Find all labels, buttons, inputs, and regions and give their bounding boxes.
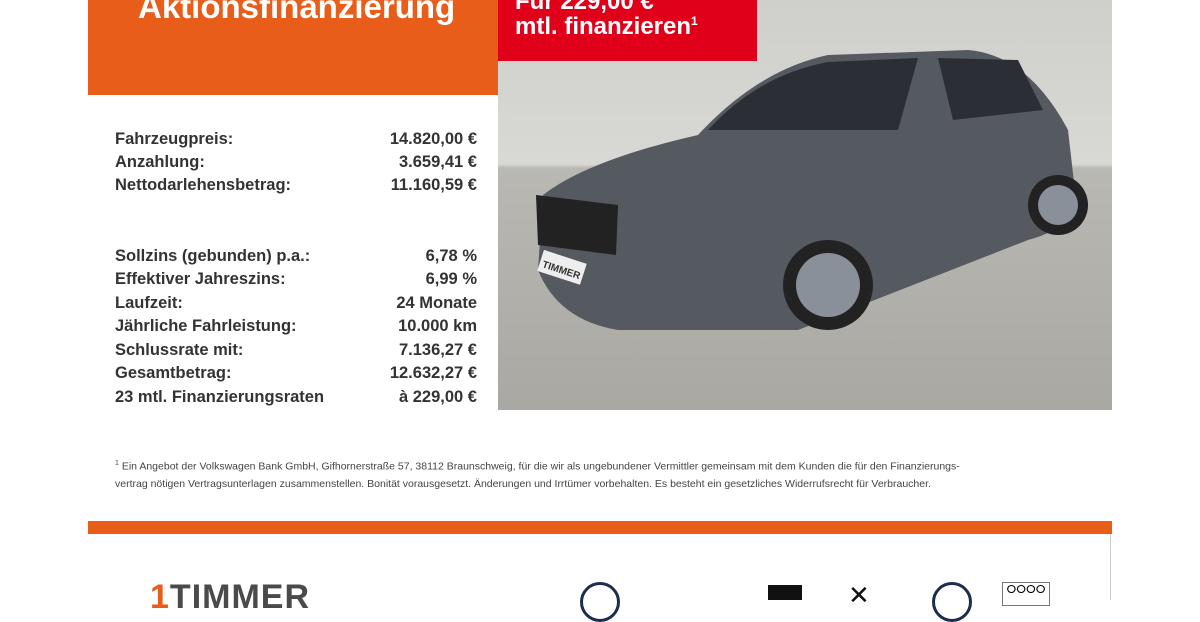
detail-row: Gesamtbetrag: 12.632,27 € bbox=[115, 364, 477, 386]
detail-label: Jährliche Fahrleistung: bbox=[115, 317, 297, 335]
timmer-logo: 1TIMMER bbox=[150, 578, 311, 616]
detail-value: 12.632,27 € bbox=[389, 364, 477, 382]
footer-divider bbox=[88, 521, 1112, 534]
detail-label: Nettodarlehensbetrag: bbox=[115, 176, 292, 194]
detail-label: 23 mtl. Finanzierungsraten bbox=[115, 388, 325, 406]
detail-value: 7.136,27 € bbox=[399, 341, 477, 359]
detail-value: 14.820,00 € bbox=[389, 130, 477, 148]
detail-row: Nettodarlehensbetrag: 11.160,59 € bbox=[115, 176, 477, 198]
footnote-sup: 1 bbox=[115, 460, 119, 467]
detail-row: Jährliche Fahrleistung: 10.000 km bbox=[115, 317, 477, 339]
detail-value: 3.659,41 € bbox=[399, 153, 477, 171]
promo-box: Für 229,00 € mtl. finanzieren1 bbox=[498, 0, 757, 61]
logo-text: TIMMER bbox=[169, 578, 311, 616]
detail-label: Schlussrate mit: bbox=[115, 341, 244, 359]
promo-sup: 1 bbox=[691, 14, 698, 28]
car-photo: TIMMER bbox=[498, 0, 1112, 410]
cupra-logo: ✕ bbox=[848, 580, 870, 610]
detail-label: Laufzeit: bbox=[115, 294, 183, 312]
seat-logo bbox=[768, 585, 802, 600]
detail-row: Anzahlung: 3.659,41 € bbox=[115, 153, 477, 175]
detail-label: Sollzins (gebunden) p.a.: bbox=[115, 247, 311, 265]
detail-row: Effektiver Jahreszins: 6,99 % bbox=[115, 270, 477, 292]
detail-value: 6,78 % bbox=[425, 247, 477, 265]
footnote: 1 Ein Angebot der Volkswagen Bank GmbH, … bbox=[115, 455, 1035, 493]
detail-row: Laufzeit: 24 Monate bbox=[115, 294, 477, 316]
footnote-line1: Ein Angebot der Volkswagen Bank GmbH, Gi… bbox=[121, 460, 960, 473]
footer-border bbox=[1110, 534, 1111, 600]
detail-row: Schlussrate mit: 7.136,27 € bbox=[115, 341, 477, 363]
car-illustration: TIMMER bbox=[536, 50, 1088, 330]
headline-title: Aktionsfinanzierung bbox=[138, 0, 456, 25]
detail-label: Gesamtbetrag: bbox=[115, 364, 232, 382]
detail-row: Fahrzeugpreis: 14.820,00 € bbox=[115, 130, 477, 152]
vw-nutzfahrzeuge-logo bbox=[932, 582, 972, 622]
footnote-line1-wrap: 1 Ein Angebot der Volkswagen Bank GmbH, … bbox=[115, 455, 1035, 476]
detail-row: 23 mtl. Finanzierungsraten à 229,00 € bbox=[115, 388, 477, 410]
promo-line2: mtl. finanzieren bbox=[515, 13, 692, 40]
detail-row: Sollzins (gebunden) p.a.: 6,78 % bbox=[115, 247, 477, 269]
headline-banner bbox=[88, 0, 498, 95]
detail-label: Effektiver Jahreszins: bbox=[115, 270, 286, 288]
detail-value: 24 Monate bbox=[396, 294, 477, 312]
detail-label: Fahrzeugpreis: bbox=[115, 130, 234, 148]
detail-value: 6,99 % bbox=[425, 270, 477, 288]
promo-line1: Für 229,00 € bbox=[515, 0, 654, 15]
volkswagen-logo bbox=[580, 582, 620, 622]
footnote-line2: vertrag nötigen Vertragsunterlagen zusam… bbox=[115, 477, 931, 490]
detail-label: Anzahlung: bbox=[115, 153, 205, 171]
detail-value: à 229,00 € bbox=[399, 388, 477, 406]
promo-line2-wrap: mtl. finanzieren1 bbox=[515, 13, 698, 41]
detail-value: 10.000 km bbox=[398, 317, 477, 335]
detail-value: 11.160,59 € bbox=[390, 176, 477, 194]
audi-logo: ⵔⵔⵔⵔ bbox=[1002, 582, 1050, 606]
